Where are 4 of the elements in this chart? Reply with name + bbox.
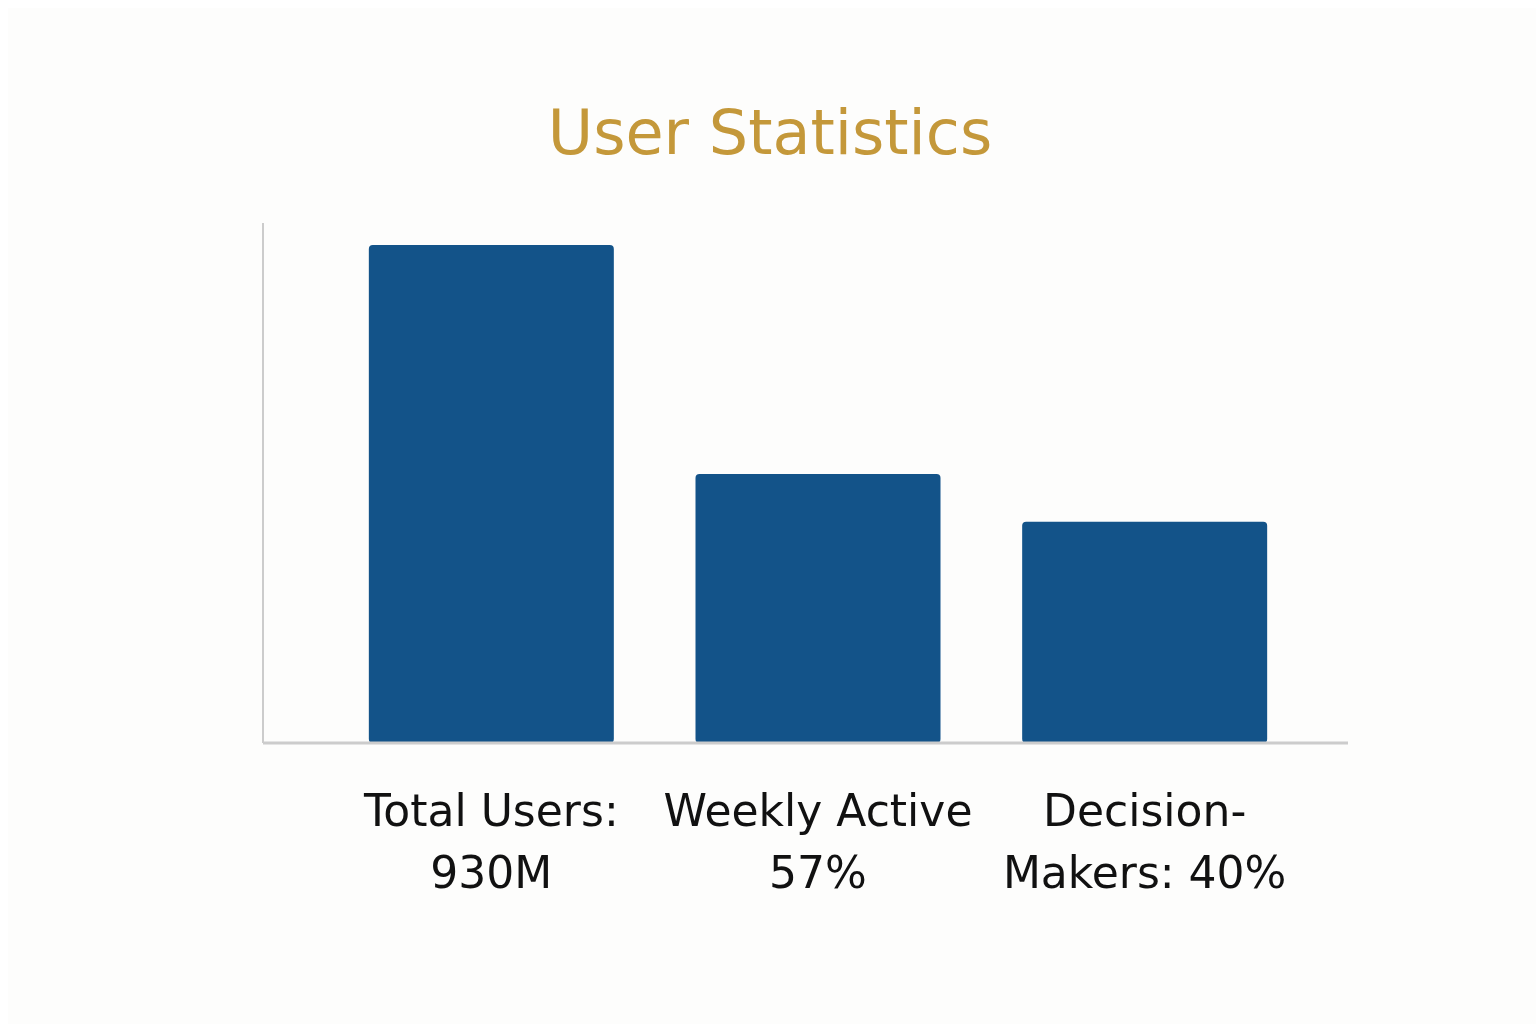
x-tick-label: Weekly Active 57% — [663, 785, 973, 898]
x-tick-label: Total Users: 930M — [362, 785, 619, 898]
chart-title: User Statistics — [547, 96, 993, 169]
x-tick-label: Decision-Makers: 40% — [1002, 785, 1287, 898]
